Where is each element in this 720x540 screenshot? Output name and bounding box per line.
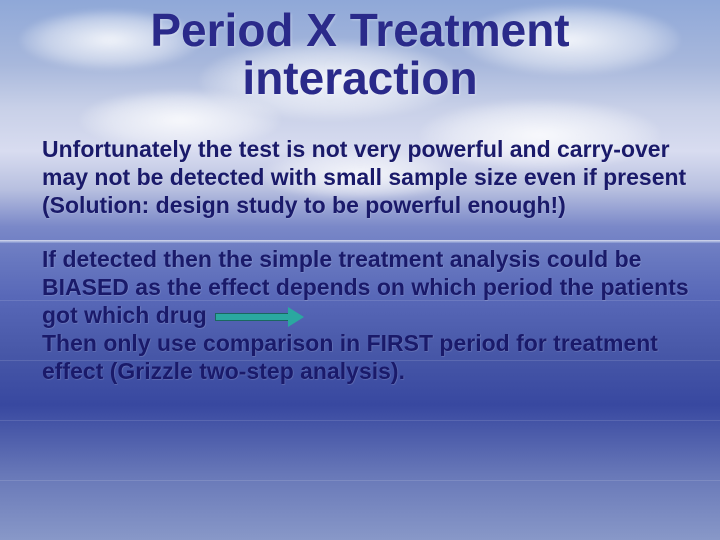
sea-ripple	[0, 420, 720, 421]
body-paragraph-2: If detected then the simple treatment an…	[42, 245, 690, 385]
title-line-1: Period X Treatment	[150, 4, 569, 56]
title-line-2: interaction	[242, 52, 477, 104]
slide-title: Period X Treatment interaction	[0, 6, 720, 103]
para2-pre-arrow: If detected then the simple treatment an…	[42, 246, 689, 328]
slide-body: Unfortunately the test is not very power…	[42, 135, 690, 385]
right-arrow-icon	[215, 307, 305, 327]
slide: Period X Treatment interaction Unfortuna…	[0, 0, 720, 540]
body-paragraph-1: Unfortunately the test is not very power…	[42, 135, 690, 219]
sea-ripple	[0, 480, 720, 481]
para2-post-arrow: Then only use comparison in FIRST period…	[42, 330, 658, 384]
